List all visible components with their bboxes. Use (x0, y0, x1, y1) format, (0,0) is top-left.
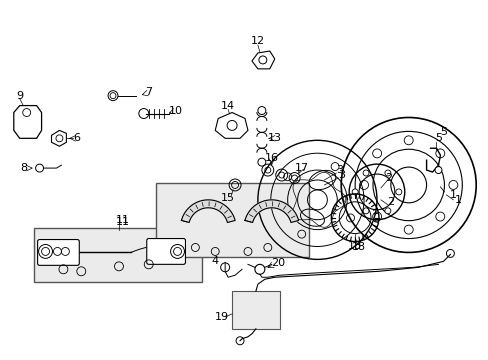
Circle shape (435, 149, 444, 158)
Circle shape (404, 136, 412, 145)
Text: 12: 12 (250, 36, 264, 46)
Text: 19: 19 (215, 312, 229, 322)
Polygon shape (14, 105, 41, 138)
Circle shape (448, 180, 457, 189)
Text: 1: 1 (449, 190, 456, 200)
Text: 11: 11 (116, 215, 130, 225)
Circle shape (362, 208, 368, 214)
Text: 2: 2 (385, 173, 392, 183)
Circle shape (39, 244, 52, 258)
Text: 13: 13 (267, 133, 281, 143)
Bar (232, 291, 279, 329)
Text: 1: 1 (454, 195, 461, 205)
Text: 15: 15 (221, 193, 235, 203)
Text: 6: 6 (73, 133, 80, 143)
FancyBboxPatch shape (38, 239, 79, 265)
Text: 8: 8 (20, 163, 27, 173)
Bar (155, 183, 309, 257)
Circle shape (434, 167, 441, 174)
Text: 4: 4 (211, 256, 218, 266)
Text: 18: 18 (347, 242, 362, 252)
Text: 9: 9 (16, 91, 23, 101)
Text: 14: 14 (221, 100, 235, 111)
Circle shape (359, 180, 368, 189)
Circle shape (362, 170, 368, 176)
Polygon shape (244, 200, 298, 222)
Text: 10: 10 (168, 105, 182, 116)
Circle shape (170, 244, 184, 258)
Text: 18: 18 (351, 243, 366, 252)
Text: 2: 2 (386, 197, 394, 207)
Text: 16: 16 (264, 153, 278, 163)
FancyBboxPatch shape (146, 239, 185, 264)
Circle shape (404, 225, 412, 234)
Text: 5: 5 (434, 133, 441, 143)
Circle shape (395, 189, 401, 195)
Text: 5: 5 (439, 127, 446, 138)
Circle shape (384, 170, 390, 176)
Circle shape (435, 212, 444, 221)
Text: 3: 3 (337, 170, 344, 180)
Circle shape (173, 247, 181, 255)
Polygon shape (215, 113, 247, 138)
Text: 7: 7 (145, 87, 152, 97)
Circle shape (384, 208, 390, 214)
Bar (34, 228, 202, 282)
Polygon shape (51, 130, 66, 146)
Text: 11: 11 (116, 217, 130, 227)
Circle shape (372, 149, 381, 158)
Text: 17: 17 (294, 163, 308, 173)
Text: 20: 20 (270, 258, 284, 268)
Text: 3: 3 (335, 165, 342, 175)
Circle shape (372, 212, 381, 221)
Polygon shape (181, 200, 235, 222)
Polygon shape (251, 51, 274, 69)
Circle shape (351, 189, 357, 195)
Circle shape (41, 247, 49, 255)
